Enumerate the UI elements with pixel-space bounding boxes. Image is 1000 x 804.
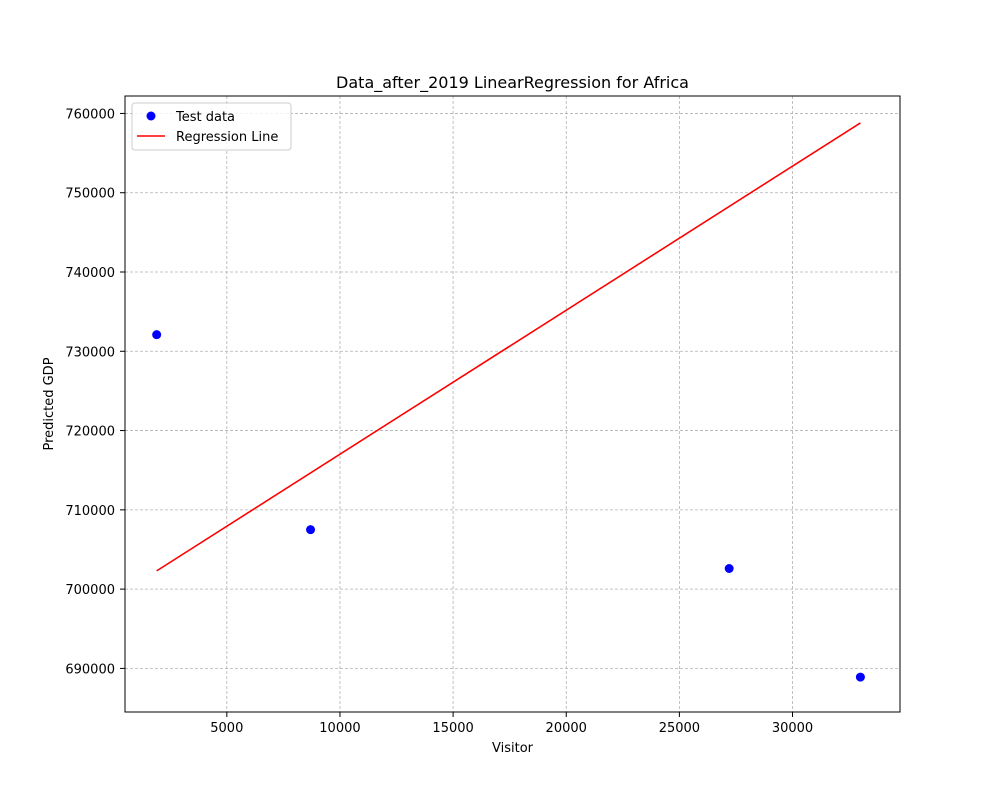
test-data-point: [855, 672, 865, 682]
ticks-layer: 5000 10000 15000 20000 25000 30000 690000 70000…: [65, 107, 813, 736]
legend-label: Test data: [175, 110, 235, 125]
test-data-point: [724, 564, 734, 574]
x-tick-label: 30000: [772, 721, 813, 736]
regression-line: [156, 122, 861, 572]
x-tick-label: 10000: [319, 721, 360, 736]
y-tick-label: 700000: [65, 583, 115, 598]
y-tick-label: 690000: [65, 662, 115, 677]
grid-layer: [125, 96, 900, 712]
test-data-point: [306, 525, 316, 535]
chart-title: Data_after_2019 LinearRegression for Afr…: [336, 73, 689, 93]
y-tick-label: 750000: [65, 187, 115, 202]
plot-frame: [124, 95, 901, 713]
x-tick-label: 20000: [546, 721, 587, 736]
y-tick-label: 740000: [65, 266, 115, 281]
y-tick-label: 730000: [65, 345, 115, 360]
legend-marker-test-data: [146, 111, 156, 121]
test-data-point: [152, 330, 162, 340]
legend-label: Regression Line: [176, 130, 278, 145]
x-tick-label: 25000: [659, 721, 700, 736]
y-tick-label: 720000: [65, 425, 115, 440]
x-tick-label: 15000: [432, 721, 473, 736]
y-tick-label: 710000: [65, 504, 115, 519]
legend: Test data Regression Line: [131, 102, 292, 151]
y-tick-label: 760000: [65, 107, 115, 122]
y-axis-label: Predicted GDP: [42, 357, 57, 450]
series-layer: [152, 122, 865, 682]
x-axis-label: Visitor: [492, 741, 534, 756]
legend-box: [131, 102, 292, 151]
x-tick-label: 5000: [210, 721, 243, 736]
